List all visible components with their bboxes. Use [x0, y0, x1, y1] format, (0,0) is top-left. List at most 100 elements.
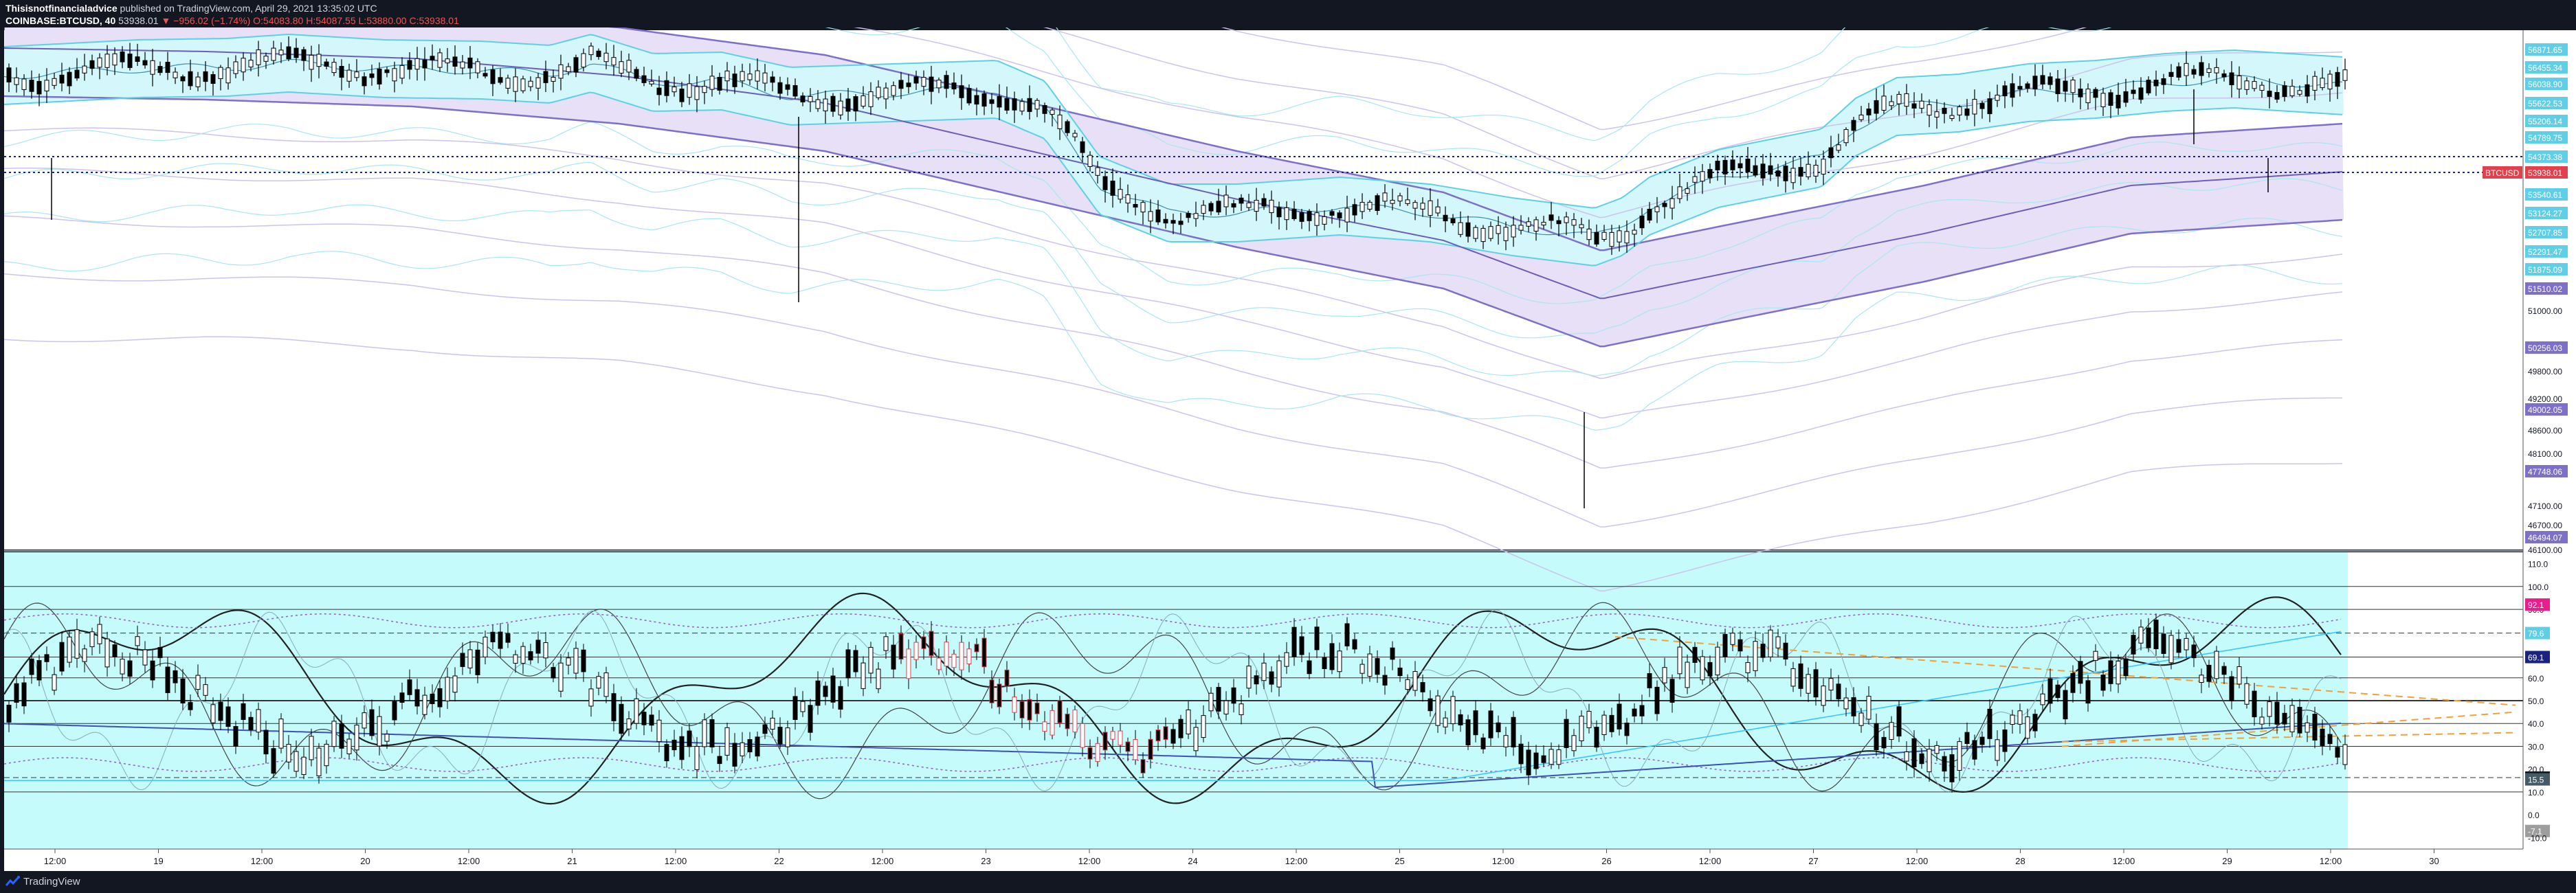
candle-body [1125, 194, 1131, 204]
time-tick-label: 12:00 [2320, 856, 2342, 866]
time-tick-label: 12:00 [1699, 856, 1722, 866]
oscillator-axis[interactable]: 110.0100.090.079.669.160.050.040.030.020… [2525, 560, 2550, 844]
candle-body [74, 69, 80, 79]
candle-body [1095, 167, 1100, 176]
osc-candle-body [2214, 651, 2219, 679]
price-axis[interactable]: 56871.65 56455.34 56038.90 55622.53 55206.14… [2483, 43, 2568, 555]
osc-candle-body [157, 647, 163, 658]
current-symbol-label: BTCUSD [2485, 168, 2520, 178]
osc-candle-body [1579, 716, 1584, 741]
osc-candle-body [1291, 626, 1297, 657]
osc-candle-body [1526, 749, 1531, 776]
tradingview-logo-icon[interactable] [5, 875, 21, 889]
osc-candle-body [1768, 629, 1773, 657]
candle-body [1465, 222, 1471, 237]
osc-candle-body [2236, 666, 2242, 685]
osc-candle-body [1050, 710, 1055, 736]
tradingview-brand[interactable]: TradingView [23, 876, 80, 888]
candle-body [1806, 163, 1811, 177]
osc-candle-body [596, 676, 601, 689]
candle-body [535, 77, 541, 89]
time-tick-label: 21 [567, 856, 577, 866]
osc-candle-body [1178, 719, 1184, 738]
osc-candle-body [180, 678, 186, 704]
osc-candle-body [1594, 727, 1599, 748]
osc-candle-body [2327, 734, 2333, 745]
candle-body [1337, 212, 1342, 218]
osc-candle-body [1170, 729, 1176, 744]
time-axis-area[interactable] [4, 849, 2576, 871]
osc-candle-body [2078, 661, 2083, 684]
candle-body [1269, 199, 1274, 214]
osc-candle-body [906, 648, 911, 679]
candle-body [1601, 231, 1607, 240]
price-badge [2525, 97, 2568, 109]
osc-candle-body [2100, 675, 2106, 691]
candle-body [1934, 111, 1940, 117]
osc-candle-body [1314, 626, 1320, 651]
chart-canvas[interactable]: 56871.65 56455.34 56038.90 55622.53 55206.14… [0, 27, 2576, 871]
slow-center-line [3, 47, 2343, 299]
time-axis[interactable]: 12:00 19 12:00 20 12:00 21 12:00 22 12:00 23 12:00… [44, 849, 2439, 866]
osc-candle-body [528, 651, 533, 661]
time-tick-label: 12:00 [251, 856, 274, 866]
candle-body [830, 95, 836, 112]
osc-candle-body [430, 693, 435, 705]
candle-body [1193, 213, 1199, 219]
osc-candle-body [112, 644, 118, 657]
osc-candle-body [868, 646, 874, 674]
osc-candle-body [498, 631, 503, 649]
candle-body [1783, 166, 1788, 181]
candle-body [1828, 147, 1834, 159]
osc-candle-body [1034, 702, 1040, 714]
osc-tick-label: 30.0 [2528, 743, 2544, 752]
osc-candle-body [2138, 626, 2144, 644]
osc-candle-body [1790, 668, 1796, 687]
osc-candle-body [2305, 722, 2310, 733]
price-tick-label: 53540.61 [2528, 190, 2562, 200]
osc-candle-body [1133, 739, 1138, 760]
osc-tick-label: 10.0 [2528, 788, 2544, 798]
candle-body [770, 76, 775, 83]
candle-body [898, 80, 904, 89]
publisher-name[interactable]: Thisisnotfinancialadvice [5, 3, 118, 14]
osc-badge [2525, 824, 2550, 837]
price-tick-label: 49200.00 [2528, 394, 2562, 404]
candle-body [1768, 165, 1773, 175]
candle-body [490, 69, 496, 84]
candle-body [452, 56, 458, 67]
candle-body [513, 76, 518, 92]
candle-body [588, 45, 594, 56]
candle-body [1526, 221, 1531, 227]
candle-body [1632, 229, 1637, 235]
candle-body [1034, 100, 1040, 110]
outer-envelope-line [1043, 27, 2343, 179]
osc-candle-body [535, 640, 541, 654]
osc-candle-body [808, 705, 813, 733]
osc-candle-body [1964, 732, 1970, 744]
candle-body [1170, 220, 1176, 224]
osc-candle-body [2161, 633, 2166, 654]
price-tick-label: 46494.07 [2528, 533, 2562, 543]
symbol-name[interactable]: COINBASE:BTCUSD, 40 [5, 15, 116, 26]
candle-body [1586, 228, 1592, 240]
osc-candle-body [1866, 696, 1872, 720]
candle-body [2282, 85, 2287, 97]
osc-slow-line [3, 592, 2342, 805]
price-tick-label: 47748.06 [2528, 467, 2562, 477]
candle-body [1760, 163, 1766, 179]
osc-candle-body [1624, 723, 1630, 736]
osc-candle-body [2168, 635, 2174, 664]
candle-body [256, 49, 261, 65]
price-tick-label: 55206.14 [2528, 117, 2562, 126]
candle-body [2017, 86, 2023, 90]
candle-body [6, 67, 12, 82]
candle-body [966, 88, 972, 104]
candle-body [1186, 213, 1191, 218]
candle-body [309, 54, 314, 70]
osc-candle-body [2252, 690, 2257, 718]
candle-body [2138, 87, 2144, 100]
candle-body [1004, 98, 1010, 111]
osc-candle-body [2153, 620, 2159, 649]
osc-candle-body [785, 727, 790, 747]
